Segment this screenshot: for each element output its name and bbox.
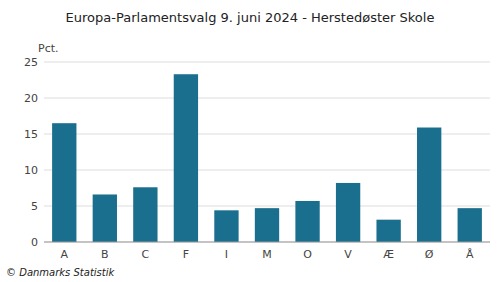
x-tick-label: Å bbox=[466, 248, 474, 261]
y-tick-label: 20 bbox=[24, 92, 38, 105]
y-tick-label: 15 bbox=[24, 128, 38, 141]
bar bbox=[336, 183, 360, 242]
x-axis-line bbox=[44, 242, 490, 243]
bar bbox=[52, 123, 76, 242]
y-tick-label: 25 bbox=[24, 56, 38, 69]
bar bbox=[133, 187, 157, 242]
x-tick-label: F bbox=[183, 248, 189, 261]
bar bbox=[376, 220, 400, 242]
grid bbox=[44, 62, 490, 242]
x-tick-label: Ø bbox=[425, 248, 434, 261]
y-tick-label: 0 bbox=[31, 236, 38, 249]
x-tick-label: I bbox=[225, 248, 228, 261]
grid-line bbox=[44, 98, 490, 99]
x-tick-label: V bbox=[344, 248, 352, 261]
grid-line bbox=[44, 62, 490, 63]
x-tick-label: A bbox=[61, 248, 69, 261]
y-axis-label: Pct. bbox=[38, 42, 59, 55]
grid-line bbox=[44, 242, 490, 243]
y-tick-label: 5 bbox=[31, 200, 38, 213]
bar bbox=[295, 201, 319, 242]
x-tick-label: Æ bbox=[383, 248, 394, 261]
x-tick-label: M bbox=[262, 248, 272, 261]
bars bbox=[52, 74, 482, 242]
footer: © Danmarks Statistik bbox=[6, 267, 116, 278]
x-tick-label: C bbox=[142, 248, 150, 261]
x-tick-label: B bbox=[101, 248, 109, 261]
bar bbox=[214, 210, 238, 242]
bar bbox=[174, 74, 198, 242]
bar bbox=[93, 194, 117, 242]
y-tick-label: 10 bbox=[24, 164, 38, 177]
bar bbox=[417, 128, 441, 242]
x-tick-label: O bbox=[303, 248, 312, 261]
title: Europa-Parlamentsvalg 9. juni 2024 - Her… bbox=[66, 10, 435, 25]
bar bbox=[255, 208, 279, 242]
chart-container: Europa-Parlamentsvalg 9. juni 2024 - Her… bbox=[0, 0, 500, 282]
chart-svg: Europa-Parlamentsvalg 9. juni 2024 - Her… bbox=[0, 0, 500, 282]
bar bbox=[458, 208, 482, 242]
